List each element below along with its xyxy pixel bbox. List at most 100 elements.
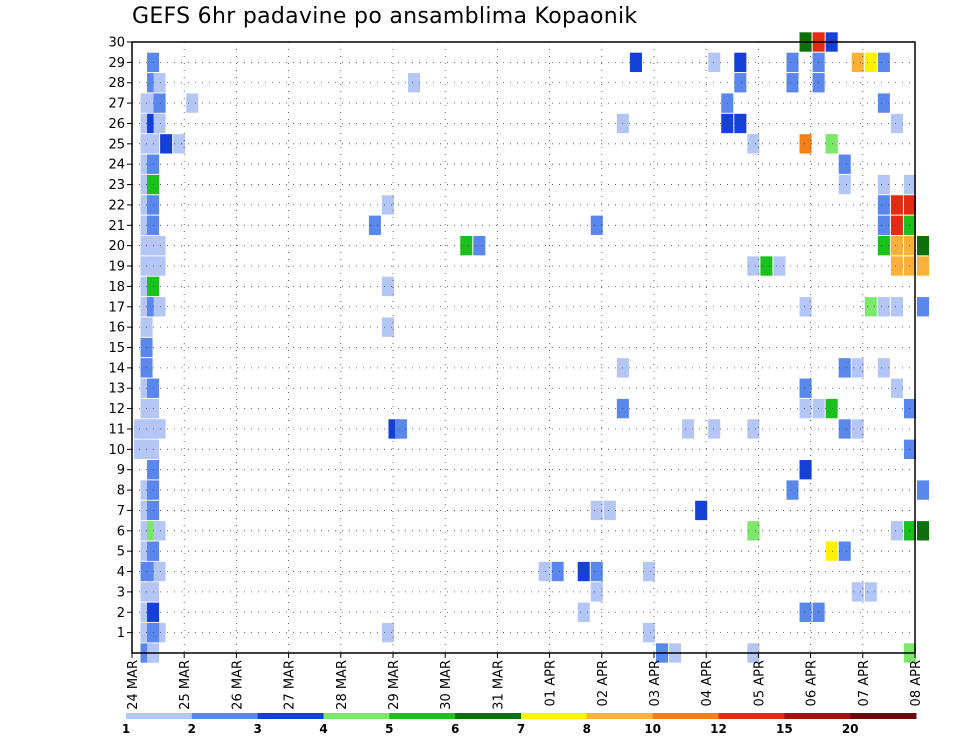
heatmap-cell [760, 256, 773, 276]
heatmap-cell [186, 93, 199, 113]
heatmap-cell [838, 154, 851, 174]
y-tick-label: 10 [108, 443, 125, 458]
legend-swatch [652, 713, 719, 719]
heatmap-cell [890, 521, 903, 541]
heatmap-cell [890, 297, 903, 317]
y-tick-label: 28 [108, 76, 125, 91]
heatmap-cell [381, 622, 394, 643]
heatmap-cell [917, 480, 930, 500]
x-tick-label: 28 MAR [335, 660, 350, 710]
legend-label: 2 [188, 722, 196, 736]
heatmap-cell [851, 358, 864, 378]
heatmap-cell [799, 134, 812, 154]
heatmap-cell [590, 500, 603, 521]
heatmap-cell [708, 419, 721, 439]
y-tick-label: 17 [108, 300, 125, 315]
heatmap-cell [877, 93, 890, 113]
heatmap-cell [153, 521, 166, 541]
heatmap-cell [538, 561, 551, 582]
heatmap-cell [695, 500, 708, 521]
x-tick-label: 26 MAR [230, 660, 245, 710]
heatmap-cell [153, 93, 166, 113]
heatmap-cell [173, 134, 186, 154]
heatmap-cell [368, 215, 381, 235]
y-tick-label: 24 [108, 158, 125, 173]
heatmap-cell [838, 358, 851, 378]
x-tick-label: 02 APR [596, 660, 611, 706]
y-tick-label: 13 [108, 382, 125, 397]
heatmap-cell [629, 52, 642, 73]
heatmap-cell [590, 215, 603, 235]
heatmap-cell [708, 52, 721, 73]
x-tick-label: 05 APR [752, 660, 767, 706]
heatmap-cell [917, 297, 930, 317]
y-tick-label: 8 [117, 484, 125, 499]
y-tick-label: 7 [117, 504, 125, 519]
y-tick-label: 11 [108, 422, 125, 437]
heatmap-cell [747, 419, 760, 439]
heatmap-cell [825, 134, 838, 154]
heatmap-cell [877, 52, 890, 73]
heatmap-cell [734, 52, 747, 73]
y-tick-label: 4 [117, 565, 125, 580]
y-tick-label: 14 [108, 361, 125, 376]
heatmap-cell [734, 73, 747, 93]
heatmap-cell [838, 174, 851, 195]
legend-label: 15 [776, 722, 793, 736]
heatmap-cell [153, 297, 166, 317]
y-tick-label: 12 [108, 402, 125, 417]
legend-label: 6 [451, 722, 459, 736]
heatmap-cell [786, 480, 799, 500]
heatmap-cell [890, 378, 903, 398]
heatmap-cell [877, 358, 890, 378]
legend-swatch [784, 713, 851, 719]
heatmap-cell [799, 297, 812, 317]
y-tick-label: 21 [108, 219, 125, 234]
legend-label: 4 [319, 722, 327, 736]
heatmap-cell [890, 215, 903, 235]
legend-label: 1 [122, 722, 130, 736]
heatmap-cell [864, 297, 877, 317]
heatmap-cell [890, 113, 903, 134]
heatmap-cell [590, 561, 603, 582]
y-tick-label: 22 [108, 198, 125, 213]
legend-swatch [586, 713, 654, 719]
heatmap-cell [590, 582, 603, 602]
heatmap-cell [864, 582, 877, 602]
y-tick-label: 29 [108, 56, 125, 71]
x-axis: 24 MAR 25 MAR 26 MAR 27 MAR 28 MAR 29 MAR 30 M… [126, 653, 924, 710]
y-tick-label: 26 [108, 117, 125, 132]
heatmap-cell [825, 398, 838, 419]
heatmap-cell [381, 195, 394, 215]
heatmap-cell [786, 52, 799, 73]
heatmap-cell [877, 174, 890, 195]
y-tick-label: 1 [117, 626, 125, 641]
heatmap-cell [786, 73, 799, 93]
heatmap-cell [799, 378, 812, 398]
heatmap-cell [153, 256, 166, 276]
y-tick-label: 27 [108, 97, 125, 112]
heatmap-cell [160, 134, 173, 154]
heatmap-cell [642, 561, 655, 582]
x-tick-label: 08 APR [909, 660, 924, 706]
color-legend: 1 2 3 4 5 6 7 8 10 12 15 20 [122, 713, 917, 736]
heatmap-cell [864, 52, 877, 73]
heatmap-cell [577, 561, 590, 582]
heatmap-cell [838, 541, 851, 561]
heatmap-cell [877, 215, 890, 235]
legend-label: 5 [385, 722, 393, 736]
x-tick-label: 24 MAR [126, 660, 141, 710]
heatmap-cell [682, 419, 695, 439]
x-tick-label: 29 MAR [387, 660, 402, 710]
heatmap-cell [890, 195, 903, 215]
legend-swatch [323, 713, 390, 719]
x-tick-label: 31 MAR [491, 660, 506, 710]
heatmap-cell [577, 602, 590, 622]
heatmap-cell [825, 541, 838, 561]
heatmap-cell [877, 195, 890, 215]
legend-label: 12 [710, 722, 727, 736]
legend-swatch [126, 713, 193, 719]
x-tick-label: 30 MAR [439, 660, 454, 710]
heatmap-cell [153, 561, 166, 582]
legend-label: 20 [842, 722, 859, 736]
